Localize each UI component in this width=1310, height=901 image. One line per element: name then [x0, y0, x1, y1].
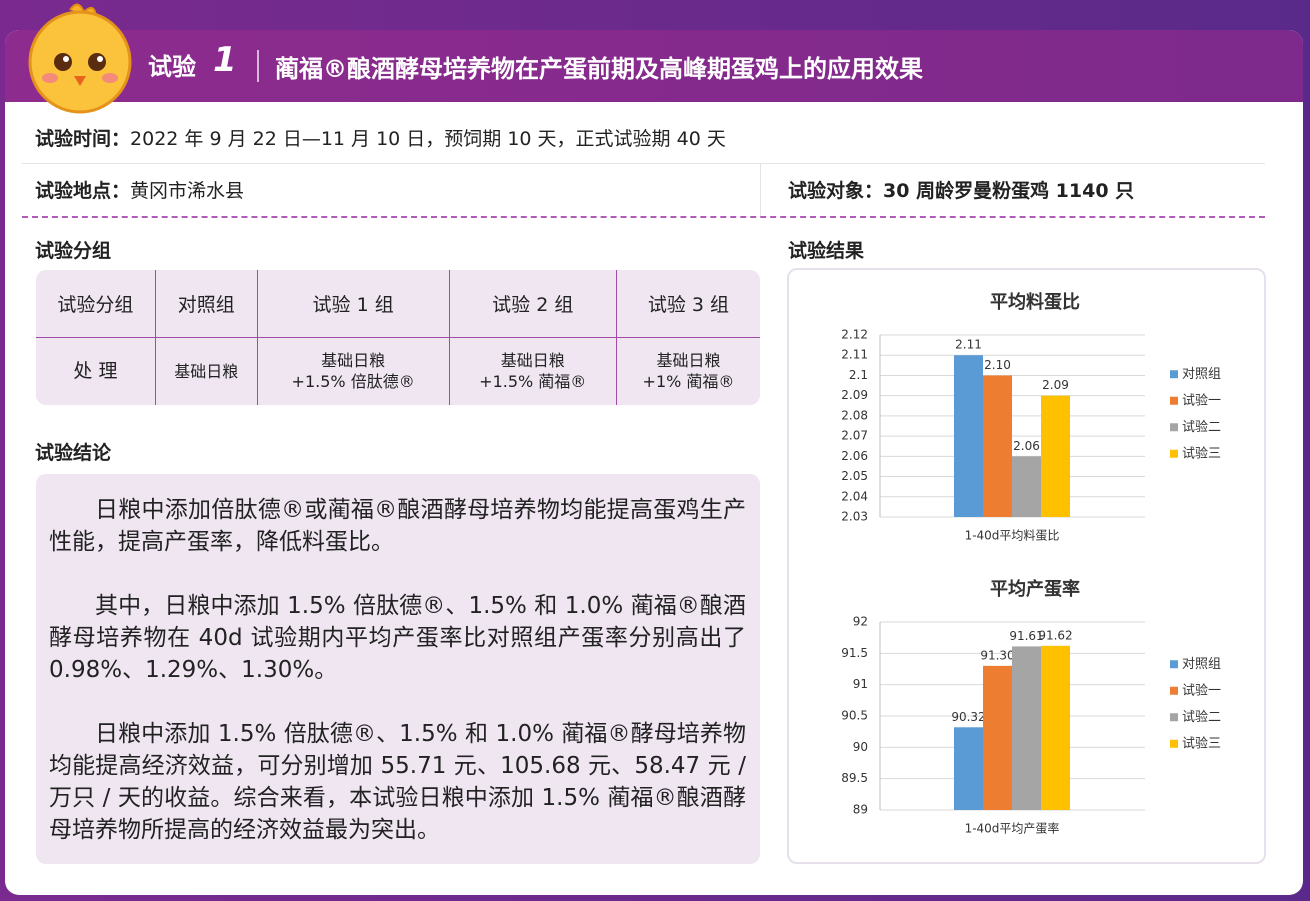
bar [983, 375, 1012, 517]
data-label: 91.62 [1038, 628, 1072, 642]
legend-label: 对照组 [1182, 367, 1221, 382]
bar [1012, 456, 1041, 517]
header-label: 试验 [148, 53, 196, 81]
table-cell: 对照组 [154, 270, 258, 338]
y-tick-label: 90 [853, 740, 868, 754]
table-cell: 基础日粮 +1.5% 倍肽德® [256, 336, 450, 405]
data-label: 91.30 [980, 648, 1014, 662]
paragraph: 日粮中添加 1.5% 倍肽德®、1.5% 和 1.0% 蔺福®酵母培养物均能提高… [49, 721, 746, 843]
header-number: 1 [213, 40, 237, 80]
legend-swatch [1170, 739, 1178, 748]
data-label: 2.10 [984, 358, 1011, 372]
header-title: 蔺福®酿酒酵母培养物在产蛋前期及高峰期蛋鸡上的应用效果 [275, 55, 923, 83]
data-label: 2.11 [955, 338, 982, 352]
y-tick-label: 2.06 [841, 449, 868, 463]
chart-title: 平均料蛋比 [990, 291, 1080, 313]
legend-label: 试验二 [1182, 709, 1221, 725]
data-label: 91.61 [1009, 629, 1043, 643]
y-tick-label: 91 [853, 677, 868, 691]
legend-label: 对照组 [1182, 657, 1221, 672]
table-cell: 基础日粮 +1.5% 蔺福® [448, 336, 617, 405]
divider [760, 164, 761, 216]
data-label: 90.32 [951, 710, 985, 724]
chart-title: 平均产蛋率 [990, 578, 1080, 600]
legend-label: 试验一 [1182, 392, 1221, 408]
dashed-divider [22, 216, 1265, 218]
divider [22, 163, 1265, 164]
group-table-box: 试验分组 对照组 试验 1 组试验 2 组试验 3 组处 理基础日粮 基础日粮 +1.… [36, 270, 760, 405]
y-tick-label: 89 [853, 803, 868, 817]
label: 试验对象： [788, 180, 884, 202]
subject-row: 试验对象：30 周龄罗曼粉蛋鸡 1140 只 [788, 176, 1134, 203]
table-cell: 处 理 [36, 336, 156, 405]
table-row: 处 理基础日粮 基础日粮 +1.5% 倍肽德® 基础日粮 +1.5% 蔺福® 基础日粮… [36, 336, 760, 405]
value: 2022 年 9 月 22 日—11 月 10 日，预饲期 10 天，正式试验期… [130, 128, 726, 150]
bar [1012, 646, 1041, 810]
legend-swatch [1170, 423, 1178, 432]
conclusion-box: 日粮中添加倍肽德®或蔺福®酿酒酵母培养物均能提高蛋鸡生产性能，提高产蛋率，降低料… [36, 474, 760, 864]
paragraph: 日粮中添加倍肽德®或蔺福®酿酒酵母培养物均能提高蛋鸡生产性能，提高产蛋率，降低料… [49, 497, 746, 555]
y-tick-label: 2.09 [841, 388, 868, 402]
table-cell: 试验 3 组 [615, 270, 760, 338]
legend-swatch [1170, 370, 1178, 379]
legend-swatch [1170, 686, 1178, 695]
label: 试验地点： [35, 180, 131, 202]
header-bar [5, 30, 1303, 102]
legend-swatch [1170, 660, 1178, 669]
x-tick-label: 1-40d平均料蛋比 [965, 529, 1060, 543]
bar [1041, 395, 1070, 517]
legend-label: 试验二 [1182, 419, 1221, 435]
card: 试验 1 蔺福®酿酒酵母培养物在产蛋前期及高峰期蛋鸡上的应用效果 试验时间：20… [5, 30, 1303, 895]
y-tick-label: 2.11 [841, 348, 868, 362]
data-label: 2.06 [1013, 439, 1040, 453]
time-row: 试验时间：2022 年 9 月 22 日—11 月 10 日，预饲期 10 天，… [35, 124, 726, 151]
table-cell: 试验 2 组 [448, 270, 617, 338]
section-title: 试验结果 [788, 240, 865, 262]
y-tick-label: 2.1 [849, 368, 868, 382]
value: 30 周龄罗曼粉蛋鸡 1140 只 [883, 180, 1135, 202]
legend-swatch [1170, 713, 1178, 722]
bar [954, 355, 983, 517]
table-row: 试验分组 对照组 试验 1 组试验 2 组试验 3 组 [36, 270, 760, 338]
bar [983, 665, 1012, 810]
y-tick-label: 2.03 [841, 510, 868, 524]
legend-label: 试验三 [1182, 735, 1221, 751]
location-row: 试验地点：黄冈市浠水县 [35, 176, 244, 203]
bar [954, 727, 983, 810]
paragraph: 其中，日粮中添加 1.5% 倍肽德®、1.5% 和 1.0% 蔺福®酿酒酵母培养… [49, 593, 746, 683]
x-tick-label: 1-40d平均产蛋率 [965, 821, 1060, 836]
legend-swatch [1170, 396, 1178, 405]
mascot [28, 3, 132, 114]
y-tick-label: 89.5 [841, 771, 868, 785]
y-tick-label: 2.08 [841, 408, 868, 422]
y-tick-label: 90.5 [841, 709, 868, 723]
legend-swatch [1170, 449, 1178, 458]
legend-label: 试验一 [1182, 682, 1221, 698]
y-tick-label: 91.5 [841, 646, 868, 660]
data-label: 2.09 [1042, 378, 1069, 392]
y-tick-label: 92 [853, 615, 868, 629]
section-title: 试验分组 [35, 240, 112, 262]
table-cell: 基础日粮 [154, 336, 258, 405]
value: 黄冈市浠水县 [130, 180, 245, 202]
table-cell: 基础日粮 +1% 蔺福® [615, 336, 760, 405]
group-table: 试验分组 对照组 试验 1 组试验 2 组试验 3 组处 理基础日粮 基础日粮 +1.… [36, 270, 760, 405]
separator [257, 50, 259, 82]
y-tick-label: 2.12 [841, 328, 868, 342]
y-tick-label: 2.07 [841, 429, 868, 443]
legend-label: 试验三 [1182, 445, 1221, 461]
y-tick-label: 2.04 [841, 489, 868, 503]
label: 试验时间： [35, 128, 131, 150]
section-title: 试验结论 [35, 442, 112, 464]
bar [1041, 645, 1070, 810]
y-tick-label: 2.05 [841, 469, 868, 483]
